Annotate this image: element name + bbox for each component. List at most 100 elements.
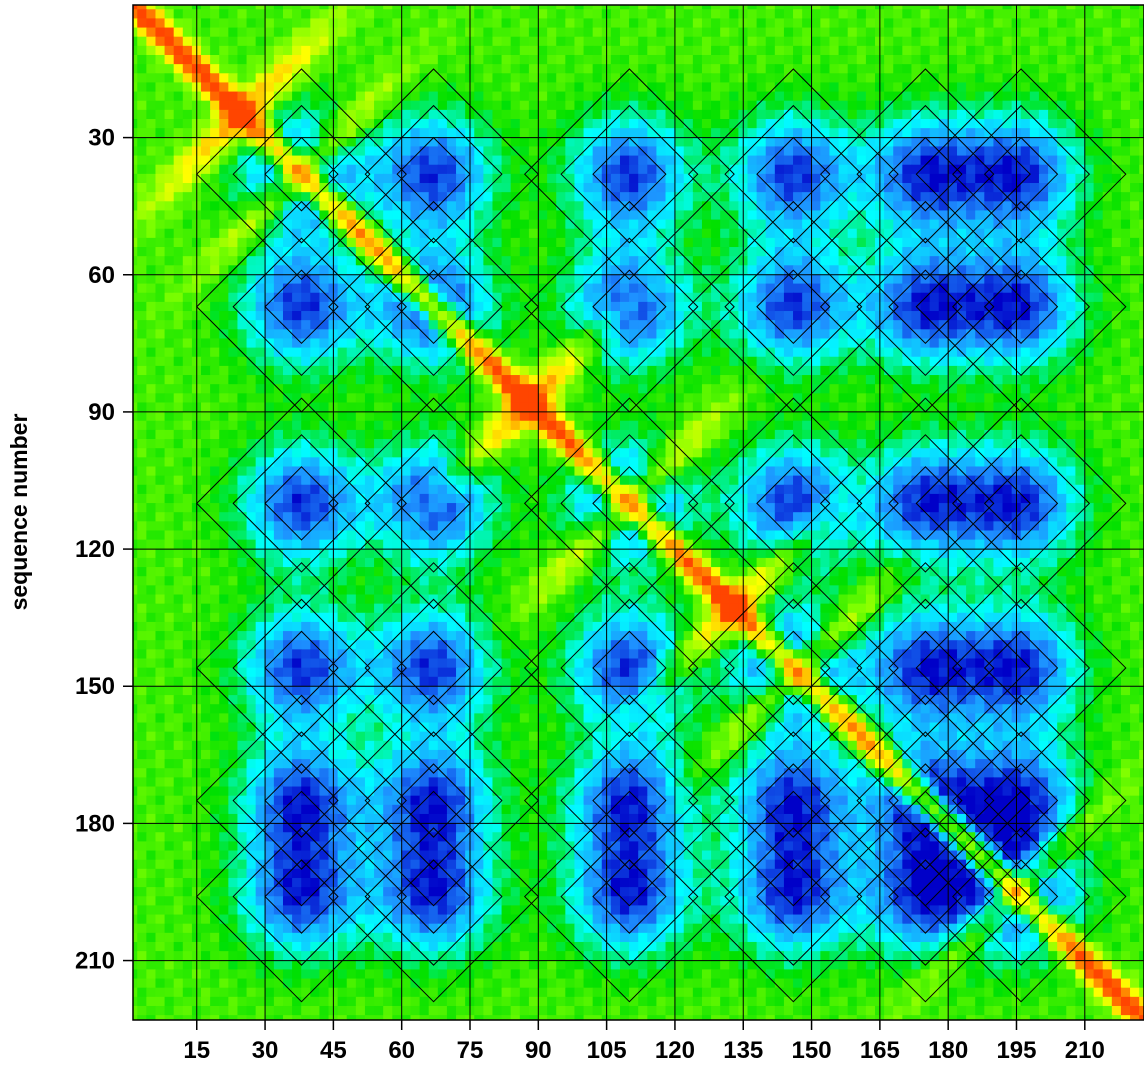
heatmap-cell <box>182 256 193 266</box>
heatmap-cell <box>410 393 421 404</box>
heatmap-cell <box>456 73 466 84</box>
heatmap-cell <box>629 192 639 202</box>
heatmap-cell <box>1111 128 1122 138</box>
heatmap-cell <box>392 128 402 138</box>
heatmap-cell <box>1084 164 1095 175</box>
heatmap-cell <box>893 265 903 276</box>
heatmap-cell <box>219 164 229 175</box>
heatmap-cell <box>793 393 803 404</box>
heatmap-cell <box>729 210 739 221</box>
heatmap-cell <box>273 329 284 340</box>
heatmap-cell <box>410 347 421 358</box>
heatmap-cell <box>893 365 903 376</box>
heatmap-cell <box>956 375 967 385</box>
heatmap-cell <box>1038 393 1049 404</box>
heatmap-cell <box>574 393 585 404</box>
heatmap-cell <box>793 9 803 20</box>
heatmap-cell <box>210 356 220 367</box>
heatmap-cell <box>756 393 767 404</box>
heatmap-cell <box>838 228 849 239</box>
heatmap-cell <box>674 402 685 413</box>
heatmap-cell <box>228 173 239 184</box>
heatmap-cell <box>556 402 566 413</box>
heatmap-cell <box>665 5 676 10</box>
heatmap-cell <box>173 210 184 221</box>
heatmap-cell <box>1029 155 1040 166</box>
heatmap-cell <box>219 91 229 102</box>
heatmap-cell <box>947 356 958 367</box>
heatmap-cell <box>446 311 457 321</box>
heatmap-cell <box>902 173 913 184</box>
heatmap-cell <box>610 164 621 175</box>
heatmap-cell <box>264 100 275 111</box>
heatmap-cell <box>173 329 184 340</box>
heatmap-cell <box>246 119 257 129</box>
heatmap-cell <box>1075 109 1086 120</box>
heatmap-cell <box>437 91 448 102</box>
heatmap-cell <box>565 5 576 10</box>
heatmap-cell <box>820 347 831 358</box>
heatmap-cell <box>865 256 876 266</box>
heatmap-cell <box>656 73 667 84</box>
heatmap-cell <box>711 100 721 111</box>
heatmap-cell <box>774 384 785 394</box>
heatmap-cell <box>547 365 557 376</box>
heatmap-cell <box>629 329 639 340</box>
heatmap-cell <box>146 54 157 65</box>
heatmap-cell <box>911 365 922 376</box>
heatmap-cell <box>219 109 229 120</box>
heatmap-cell <box>364 365 375 376</box>
heatmap-cell <box>133 109 138 120</box>
heatmap-cell <box>647 91 658 102</box>
heatmap-cell <box>829 137 840 148</box>
heatmap-cell <box>711 356 721 367</box>
heatmap-cell <box>133 9 138 20</box>
heatmap-cell <box>155 292 166 303</box>
heatmap-cell <box>419 36 430 47</box>
heatmap-cell <box>993 301 1004 312</box>
heatmap-cell <box>219 393 229 404</box>
heatmap-cell <box>656 320 667 330</box>
heatmap-cell <box>556 365 566 376</box>
heatmap-cell <box>793 64 803 74</box>
heatmap-cell <box>519 375 530 385</box>
heatmap-cell <box>1057 100 1067 111</box>
heatmap-cell <box>310 73 321 84</box>
heatmap-cell <box>893 119 903 129</box>
heatmap-cell <box>410 146 421 157</box>
heatmap-cell <box>565 183 576 193</box>
heatmap-cell <box>1057 247 1067 257</box>
heatmap-cell <box>146 219 157 230</box>
heatmap-cell <box>920 356 931 367</box>
heatmap-cell <box>993 18 1004 29</box>
heatmap-cell <box>747 247 758 257</box>
heatmap-cell <box>446 402 457 413</box>
heatmap-cell <box>146 45 157 56</box>
heatmap-cell <box>838 91 849 102</box>
heatmap-cell <box>419 100 430 111</box>
heatmap-cell <box>1038 73 1049 84</box>
heatmap-cell <box>519 192 530 202</box>
heatmap-cell <box>610 237 621 248</box>
heatmap-cell <box>683 155 694 166</box>
heatmap-cell <box>920 137 931 148</box>
heatmap-cell <box>774 256 785 266</box>
heatmap-cell <box>1093 210 1104 221</box>
heatmap-cell <box>428 82 439 93</box>
heatmap-cell <box>210 64 220 74</box>
heatmap-cell <box>683 18 694 29</box>
heatmap-cell <box>346 9 357 20</box>
heatmap-cell <box>264 384 275 394</box>
heatmap-cell <box>446 301 457 312</box>
heatmap-cell <box>483 237 494 248</box>
heatmap-cell <box>255 393 266 404</box>
heatmap-cell <box>956 73 967 84</box>
heatmap-cell <box>956 338 967 349</box>
heatmap-cell <box>647 237 658 248</box>
heatmap-cell <box>538 210 548 221</box>
heatmap-cell <box>984 274 995 285</box>
heatmap-cell <box>282 137 293 148</box>
heatmap-cell <box>474 320 484 330</box>
heatmap-cell <box>1139 164 1144 175</box>
heatmap-cell <box>947 384 958 394</box>
